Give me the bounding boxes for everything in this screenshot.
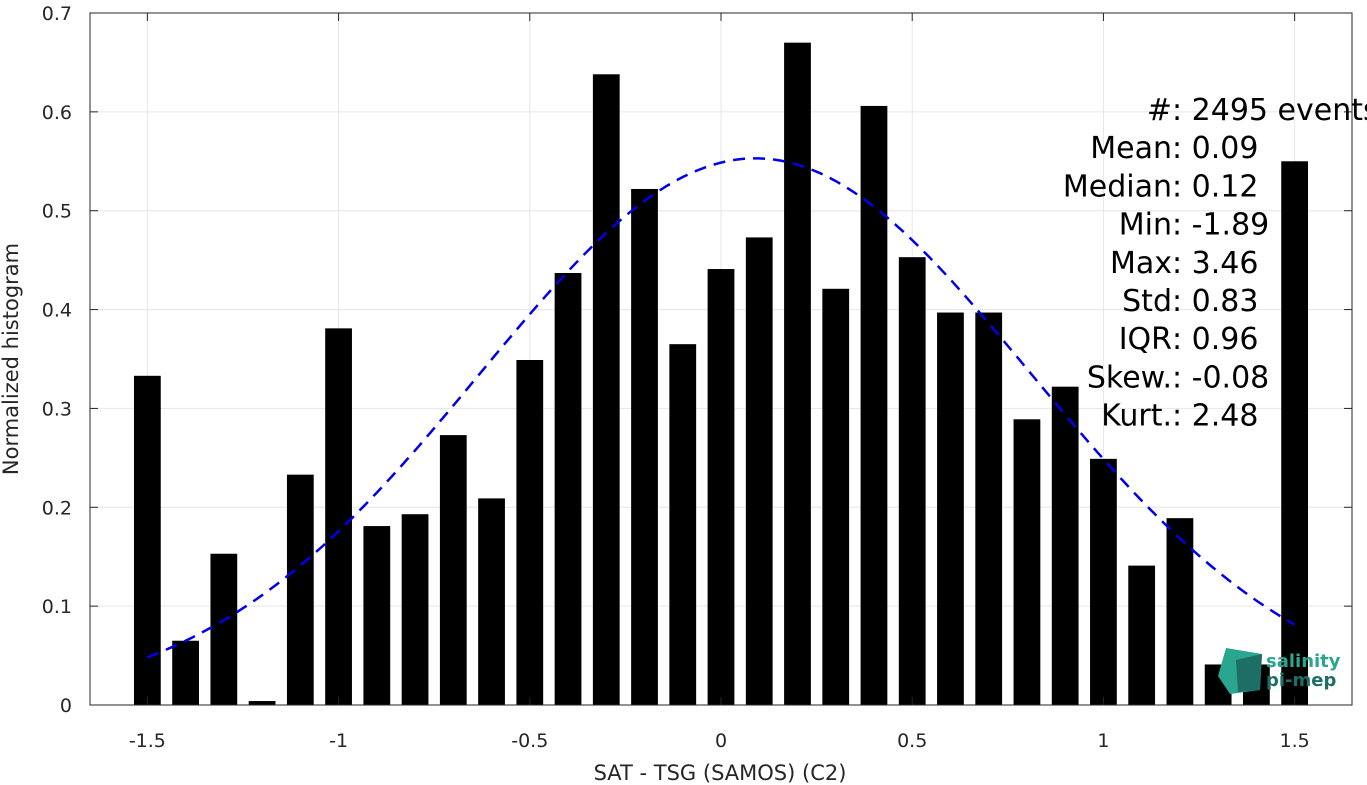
x-tick-label: 0 (715, 730, 727, 752)
histogram-bar (784, 42, 811, 705)
histogram-bar (1128, 565, 1156, 705)
histogram-bar (898, 257, 926, 705)
stats-value: : 0.83 (1172, 284, 1258, 319)
stats-label: Kurt. (1101, 399, 1172, 434)
stats-value: : 0.09 (1172, 131, 1258, 166)
y-tick-label: 0.5 (42, 201, 72, 223)
bars (133, 42, 1309, 706)
stats-label: Median (1063, 169, 1172, 204)
histogram-bar (937, 312, 964, 705)
histogram-bar (1166, 518, 1194, 705)
histogram-bar (1090, 458, 1117, 705)
histogram-bar (172, 640, 199, 705)
logo-text-pimep: pi-mep (1266, 670, 1336, 691)
stats-label: Skew. (1087, 360, 1172, 395)
x-axis-label: SAT - TSG (SAMOS) (C2) (594, 761, 847, 785)
grid (90, 12, 1352, 706)
histogram-bar (975, 312, 1003, 705)
y-tick-label: 0.4 (42, 300, 72, 322)
stats-value: : -0.08 (1172, 360, 1269, 395)
y-tick-label: 0.3 (42, 398, 72, 420)
histogram-bar (669, 344, 697, 705)
stats-value: : 3.46 (1172, 246, 1258, 281)
histogram-bar (554, 272, 582, 705)
histogram-bar (745, 237, 773, 706)
stats-value: : 2495 events (1172, 93, 1367, 128)
y-tick-label: 0.7 (42, 3, 72, 25)
stats-value: : 2.48 (1172, 399, 1258, 434)
x-tick-label: -0.5 (511, 730, 548, 752)
x-tick-label: -1 (329, 730, 348, 752)
axis-ticks: -1.5 -1 -0.5 0 0.5 1 1.5 0 0.1 0.2 0.3 0.4 0.5 0.6 0.7 (42, 3, 1352, 752)
stats-label: IQR (1119, 322, 1172, 357)
logo-cube-face (1236, 654, 1262, 692)
x-tick-label: 1.5 (1280, 730, 1310, 752)
gaussian-fit-curve (146, 157, 1296, 659)
histogram-bar (478, 498, 505, 705)
histogram-bar (325, 328, 352, 705)
salinity-pimep-logo: salinity pi-mep (1218, 648, 1341, 694)
histogram-bar (133, 375, 161, 705)
fit-curve-layer (146, 157, 1296, 659)
stats-value: : 0.96 (1172, 322, 1258, 357)
histogram-bar (1281, 161, 1309, 706)
histogram-bar (860, 105, 888, 705)
y-tick-label: 0.6 (42, 102, 72, 124)
histogram-bar (439, 435, 467, 705)
histogram-bar (516, 359, 544, 705)
histogram-bar (363, 526, 391, 705)
stats-value: : 0.12 (1172, 169, 1258, 204)
logo-text-salinity: salinity (1266, 651, 1341, 672)
x-tick-label: 1 (1097, 730, 1109, 752)
y-tick-label: 0 (60, 695, 72, 717)
x-tick-label: 0.5 (897, 730, 927, 752)
histogram-bar (1013, 419, 1041, 705)
histogram-bar (210, 553, 238, 705)
stats-label: Std (1122, 284, 1172, 319)
histogram-bar (822, 288, 850, 705)
histogram-bar (1051, 386, 1079, 705)
stats-label: Min (1119, 208, 1172, 243)
histogram-bar (707, 269, 735, 705)
stats-value: : -1.89 (1172, 208, 1269, 243)
histogram-bar (401, 514, 429, 705)
histogram-bar (631, 188, 658, 706)
histogram-bar (592, 74, 620, 705)
histogram-bar (248, 701, 276, 705)
x-tick-label: -1.5 (129, 730, 166, 752)
y-axis-label: Normalized histogram (0, 243, 23, 475)
stats-label: Mean (1090, 131, 1172, 166)
stats-label: Max (1110, 246, 1172, 281)
y-tick-label: 0.2 (42, 497, 72, 519)
stats-label: # (1147, 93, 1172, 128)
y-tick-label: 0.1 (42, 596, 72, 618)
histogram-bar (286, 474, 314, 705)
